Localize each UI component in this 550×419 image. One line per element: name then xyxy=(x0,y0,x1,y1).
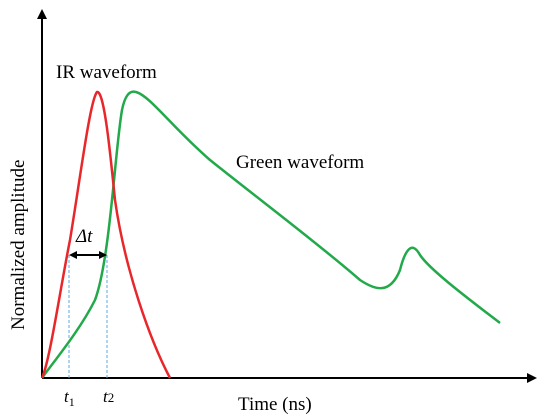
t1-label: t1 xyxy=(64,387,75,409)
t2-main: t xyxy=(103,387,109,406)
x-axis-label: Time (ns) xyxy=(238,394,312,415)
t2-label: t2 xyxy=(103,387,114,406)
t1-subscript: 1 xyxy=(69,395,75,409)
t2-subscript: 2 xyxy=(108,390,115,405)
green-waveform-label: Green waveform xyxy=(236,152,364,173)
green-waveform-curve xyxy=(40,90,501,379)
ir-waveform-curve xyxy=(40,90,172,379)
t1-main: t xyxy=(64,387,70,406)
y-axis-label: Normalized amplitude xyxy=(8,160,29,330)
ir-waveform-label: IR waveform xyxy=(56,62,157,83)
delta-t-label: Δt xyxy=(75,226,93,247)
